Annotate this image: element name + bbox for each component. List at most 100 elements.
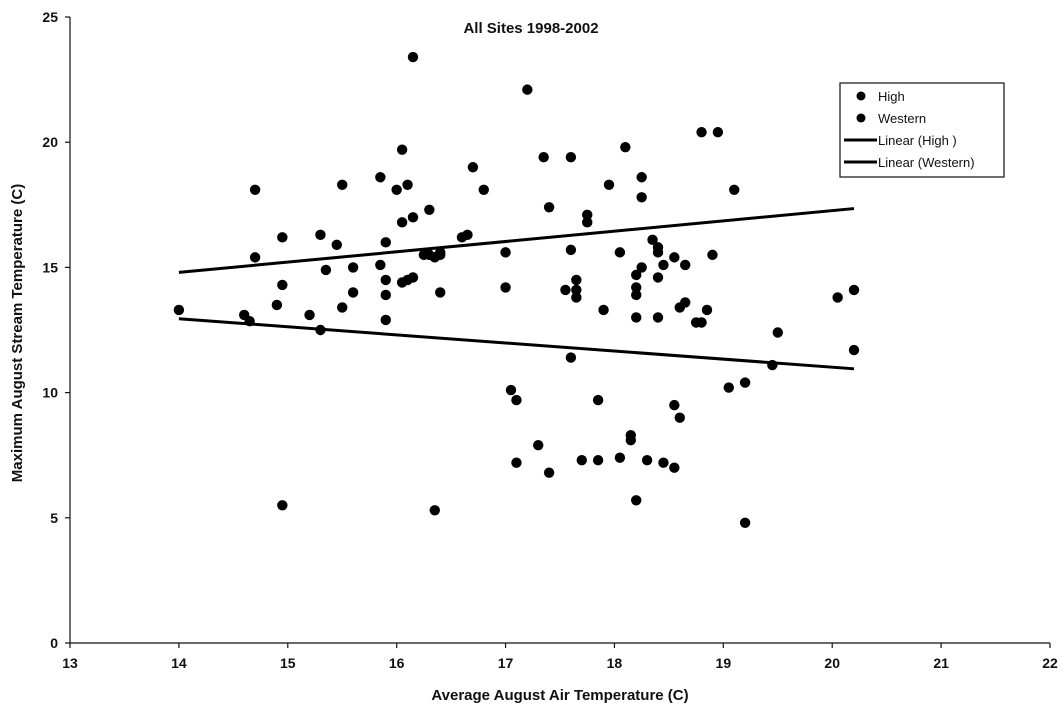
data-point-high	[565, 244, 577, 256]
data-point-high	[337, 179, 348, 190]
legend-label-linear-western: Linear (Western)	[878, 155, 975, 170]
data-point-high	[571, 292, 582, 303]
data-point-high	[249, 184, 261, 195]
data-point-high	[331, 239, 342, 251]
data-point-high	[636, 172, 647, 183]
data-point-high	[315, 324, 326, 336]
data-point-western	[511, 394, 522, 406]
data-point-high	[696, 126, 707, 138]
data-point-high	[652, 247, 664, 258]
data-point-western	[669, 462, 680, 473]
data-point-high	[565, 152, 577, 163]
data-point-high	[407, 51, 419, 63]
data-point-high	[320, 264, 332, 276]
legend-label-linear-high: Linear (High )	[878, 133, 957, 148]
data-point-high	[402, 179, 413, 190]
data-point-high	[522, 84, 533, 95]
data-point-high	[707, 249, 718, 261]
data-point-high	[571, 274, 582, 286]
data-point-high	[652, 312, 664, 323]
data-point-high	[249, 252, 261, 263]
x-ticks: 13 14 15 16 17 18 19 20 21 22	[62, 643, 1058, 671]
data-point-high	[239, 309, 250, 321]
data-point-high	[772, 327, 783, 338]
data-point-high	[315, 229, 326, 241]
y-axis-label: Maximum August Stream Temperature (C)	[9, 184, 26, 482]
y-tick-label: 20	[42, 134, 58, 150]
data-point-high	[435, 247, 446, 258]
data-point-high	[582, 209, 593, 221]
trend-line-linear-western	[178, 317, 855, 371]
data-point-western	[565, 352, 577, 363]
data-point-western	[505, 384, 517, 396]
data-point-western	[669, 399, 680, 411]
chart-title: All Sites 1998-2002	[463, 20, 598, 37]
y-tick-label: 25	[42, 9, 58, 25]
data-point-high	[560, 284, 571, 296]
x-tick-label: 17	[498, 655, 514, 671]
data-point-high	[375, 259, 386, 271]
data-point-high	[538, 152, 549, 163]
data-point-high	[848, 344, 860, 356]
data-point-western	[533, 439, 544, 451]
y-tick-label: 15	[42, 259, 58, 275]
data-point-western	[641, 455, 653, 466]
y-tick-label: 10	[42, 385, 58, 401]
data-point-high	[173, 304, 185, 316]
data-point-western	[625, 434, 636, 446]
data-point-high	[848, 284, 860, 296]
x-tick-label: 19	[716, 655, 732, 671]
data-points	[173, 51, 860, 529]
data-point-high	[478, 184, 489, 195]
data-point-high	[277, 279, 288, 291]
x-tick-label: 16	[389, 655, 405, 671]
x-tick-label: 13	[62, 655, 78, 671]
data-point-high	[467, 162, 479, 173]
data-point-high	[271, 299, 283, 311]
x-tick-label: 20	[824, 655, 840, 671]
data-point-high	[658, 259, 669, 271]
data-point-high	[631, 282, 642, 293]
legend-items: High Western Linear (High ) Linear (Western…	[844, 89, 975, 170]
data-point-high	[424, 204, 435, 216]
data-point-western	[674, 412, 685, 423]
data-point-western	[723, 382, 734, 393]
x-tick-label: 22	[1042, 655, 1058, 671]
data-point-high	[435, 287, 446, 298]
data-point-high	[680, 259, 691, 271]
data-point-high	[277, 232, 288, 243]
data-point-western	[576, 455, 587, 466]
data-point-high	[571, 284, 582, 296]
data-point-high	[729, 184, 740, 195]
data-point-high	[500, 247, 511, 258]
data-point-high	[375, 172, 386, 183]
data-point-western	[543, 467, 555, 478]
x-tick-label: 21	[933, 655, 949, 671]
data-point-high	[347, 262, 359, 273]
data-point-high	[712, 126, 724, 138]
x-tick-label: 14	[171, 655, 187, 671]
data-point-high	[380, 237, 391, 248]
data-point-high	[620, 142, 631, 153]
y-tick-label: 5	[50, 510, 58, 526]
data-point-western	[658, 457, 669, 468]
data-point-high	[396, 144, 408, 155]
data-point-high	[407, 212, 419, 223]
legend-label-western: Western	[878, 111, 926, 126]
data-point-high	[347, 287, 359, 298]
data-point-high	[631, 269, 642, 281]
data-point-western	[592, 455, 604, 466]
data-point-high	[614, 247, 626, 258]
data-point-western	[614, 452, 626, 463]
x-tick-label: 15	[280, 655, 296, 671]
data-point-western	[592, 394, 604, 406]
data-point-high	[669, 252, 680, 263]
trend-lines	[178, 207, 855, 371]
data-point-high	[407, 272, 419, 283]
x-tick-label: 18	[607, 655, 623, 671]
data-point-high	[380, 274, 391, 286]
y-tick-label: 0	[50, 635, 58, 651]
legend-label-high: High	[878, 89, 905, 104]
data-point-high	[701, 304, 713, 316]
